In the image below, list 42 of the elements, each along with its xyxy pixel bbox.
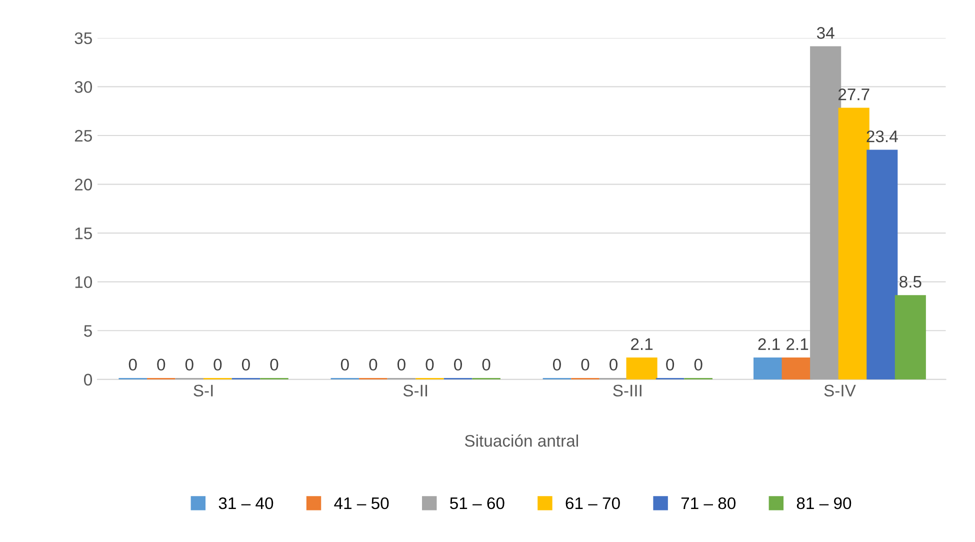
data-label: 0: [340, 358, 349, 371]
data-label: 0: [242, 358, 250, 371]
y-tick-label: 0: [84, 374, 92, 386]
data-label: 0: [666, 358, 674, 371]
data-label: 34: [816, 27, 834, 39]
legend-label: 51 – 60: [450, 497, 504, 510]
data-label: 27.7: [838, 88, 870, 100]
data-label: 8.5: [900, 276, 922, 288]
data-label: 0: [397, 358, 406, 371]
data-label: 0: [185, 358, 194, 371]
data-label: 0: [214, 358, 222, 371]
x-tick-label: S-III: [613, 384, 642, 397]
y-tick-label: 5: [84, 325, 92, 337]
y-tick-label: 35: [74, 32, 92, 44]
data-label: 0: [426, 358, 434, 371]
data-label: 0: [270, 358, 278, 371]
y-tick-label: 15: [75, 228, 92, 240]
x-axis-title: Situación antral: [464, 434, 578, 447]
data-label: 0: [157, 358, 166, 371]
data-label: 0: [369, 358, 378, 371]
data-label: 0: [482, 358, 490, 371]
data-label: 2.1: [786, 338, 808, 350]
legend-label: 81 – 90: [796, 497, 852, 510]
legend-label: 61 – 70: [566, 497, 620, 510]
data-label: 0: [694, 358, 702, 371]
data-label: 2.1: [758, 338, 780, 350]
legend-label: 71 – 80: [681, 497, 736, 510]
y-tick-label: 10: [75, 276, 92, 288]
legend-label: 31 – 40: [218, 497, 274, 510]
y-tick-label: 25: [74, 130, 92, 142]
data-label: 0: [610, 358, 618, 371]
data-label: 0: [454, 358, 462, 371]
x-tick-label: S-I: [194, 384, 213, 397]
data-label: 0: [128, 358, 137, 371]
y-tick-label: 30: [74, 81, 92, 93]
x-tick-label: S-II: [403, 384, 428, 397]
data-label: 0: [552, 358, 561, 371]
legend-label: 41 – 50: [334, 497, 389, 510]
data-label: 2.1: [631, 338, 653, 350]
data-label: 0: [581, 358, 590, 371]
x-tick-label: S-IV: [824, 384, 856, 397]
y-tick-label: 20: [74, 178, 92, 190]
